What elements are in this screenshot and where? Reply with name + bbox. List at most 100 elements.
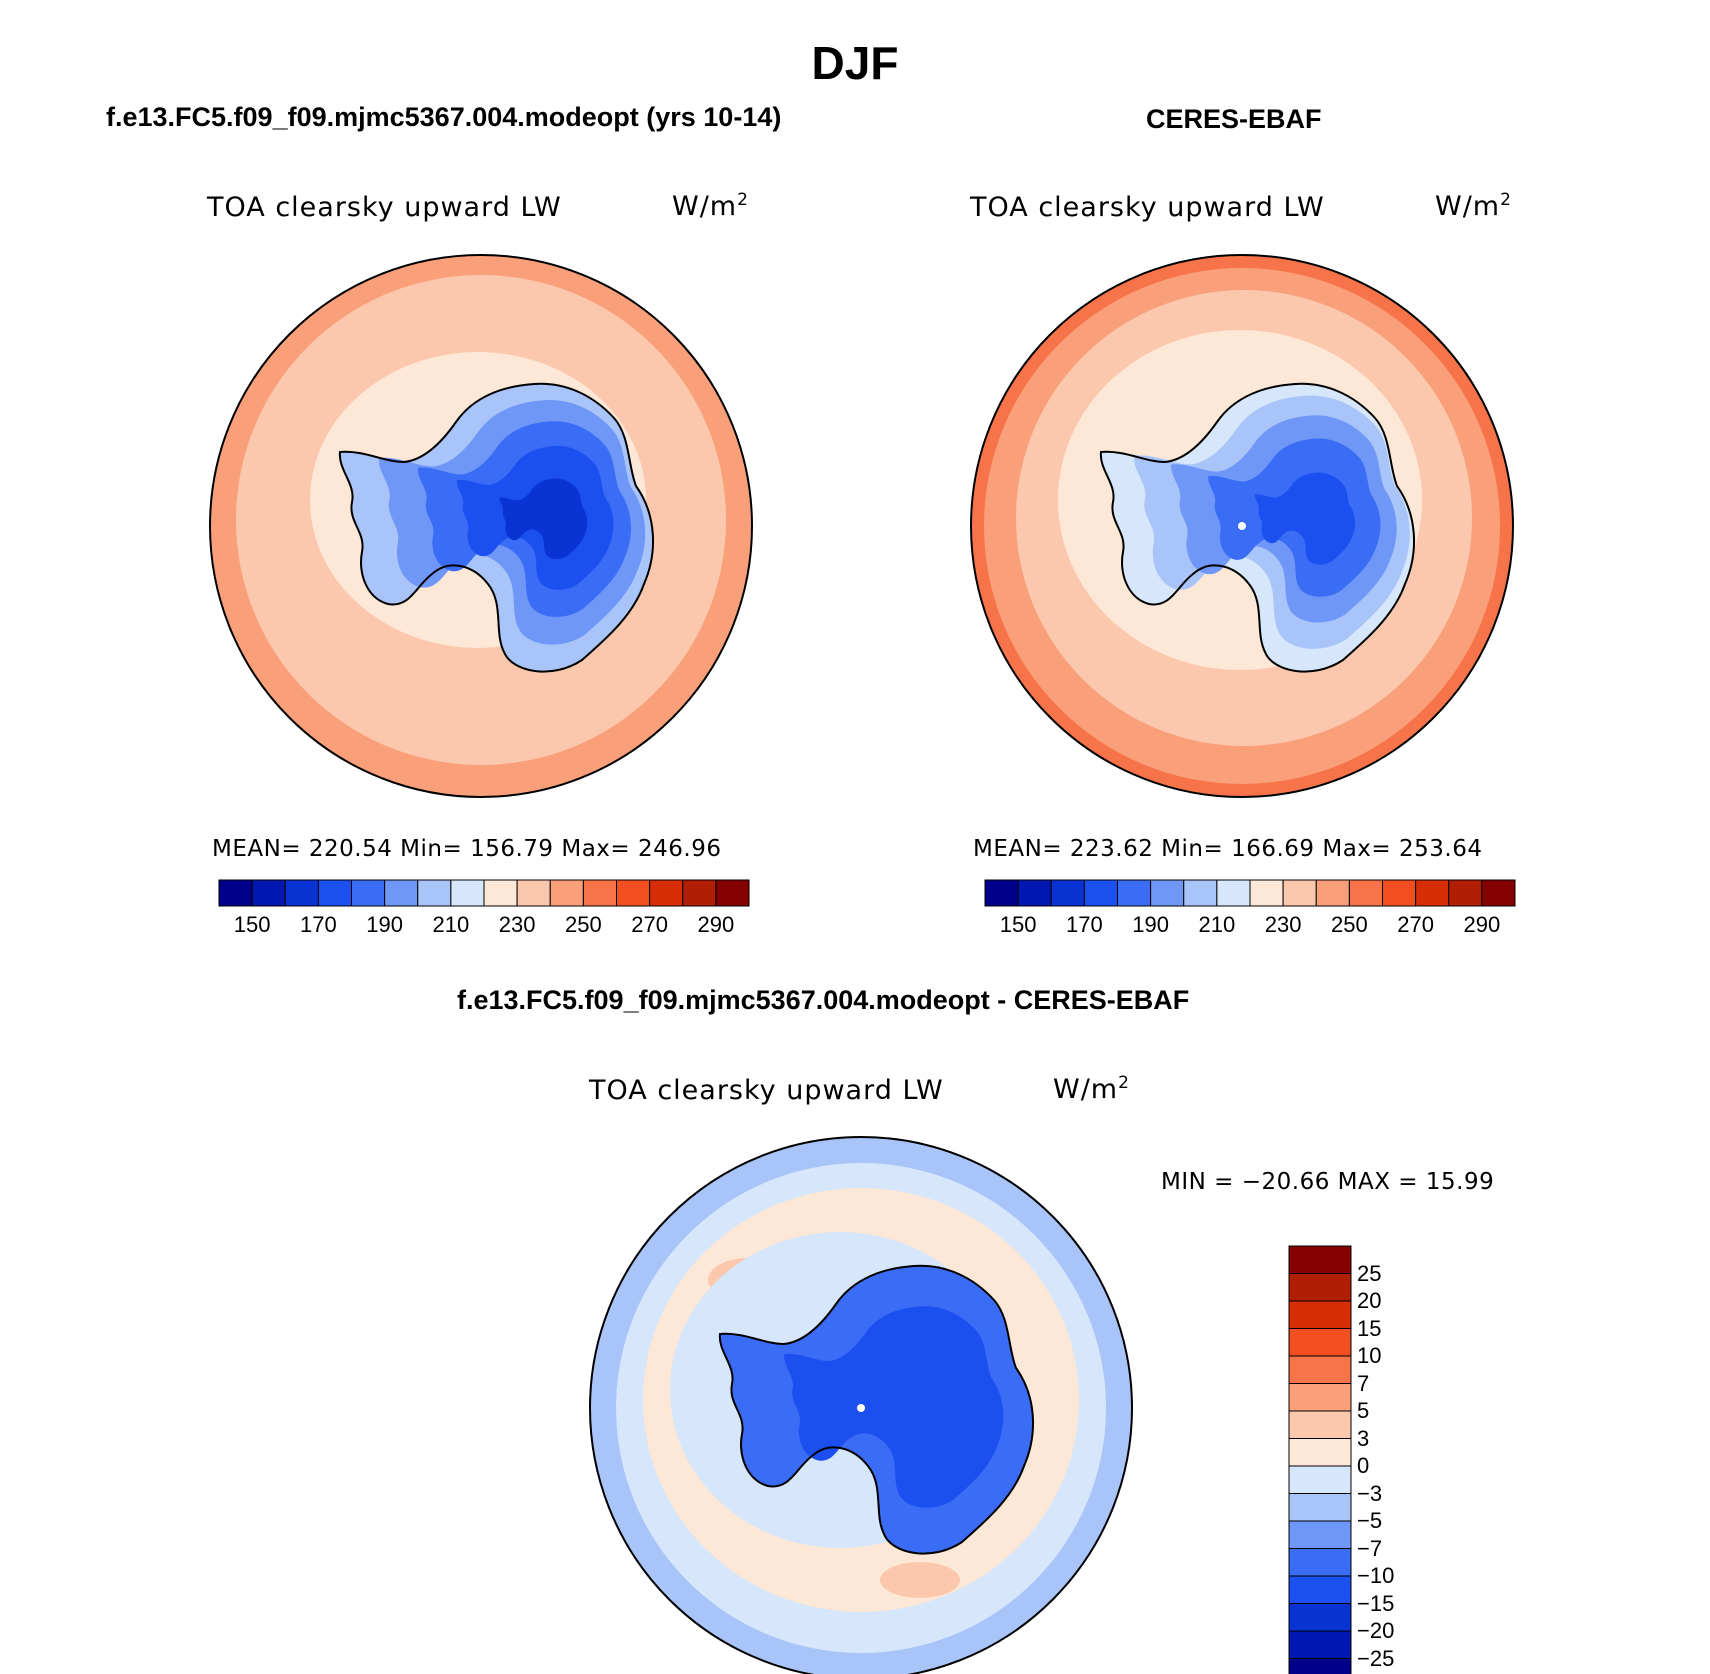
- obs-stats: MEAN= 223.62 Min= 166.69 Max= 253.64: [973, 836, 1483, 862]
- obs-colorbar: [984, 879, 1516, 907]
- diff-colorbar-tick-label: −7: [1357, 1535, 1383, 1561]
- obs-colorbar-tick-label: 190: [1132, 912, 1169, 937]
- diff-panel-title: f.e13.FC5.f09_f09.mjmc5367.004.modeopt -…: [457, 985, 1190, 1015]
- model-colorbar-tick-label: 270: [631, 912, 668, 937]
- model-colorbar-cell: [549, 879, 584, 907]
- obs-colorbar-tick-label: 250: [1331, 912, 1368, 937]
- diff-colorbar-cell: [1288, 1328, 1352, 1357]
- diff-colorbar-cell: [1288, 1575, 1352, 1604]
- obs-units-exp: 2: [1500, 190, 1512, 210]
- diff-colorbar-tick-label: −10: [1357, 1563, 1395, 1588]
- diff-colorbar-tick-label: 15: [1357, 1315, 1382, 1341]
- model-colorbar-cell: [582, 879, 617, 907]
- model-colorbar: [218, 879, 750, 907]
- obs-colorbar-cell: [1117, 879, 1152, 907]
- diff-colorbar-tick-label: −15: [1357, 1590, 1395, 1616]
- obs-colorbar-cell: [1448, 879, 1483, 907]
- model-map-border: [209, 254, 753, 798]
- obs-colorbar-cell: [1348, 879, 1383, 907]
- diff-colorbar-cell: [1288, 1603, 1352, 1632]
- model-colorbar-cell: [450, 879, 485, 907]
- obs-colorbar-cell: [1415, 879, 1450, 907]
- diff-colorbar-cell: [1288, 1493, 1352, 1522]
- obs-map: [971, 255, 1513, 797]
- model-units: W/m2: [672, 190, 749, 222]
- model-colorbar-cell: [251, 879, 286, 907]
- diff-colorbar-cell: [1288, 1658, 1352, 1674]
- diff-colorbar-tick-label: 0: [1357, 1453, 1370, 1478]
- model-colorbar-tick-label: 230: [498, 912, 536, 937]
- obs-colorbar-cell: [1050, 879, 1085, 907]
- diff-colorbar-cell: [1288, 1355, 1352, 1384]
- diff-units-exp: 2: [1118, 1073, 1130, 1093]
- figure-title: DJF: [811, 37, 899, 89]
- diff-colorbar: [1288, 1245, 1352, 1674]
- model-colorbar-cell: [218, 879, 253, 907]
- obs-colorbar-cell: [1083, 879, 1118, 907]
- diff-stats: MIN = −20.66 MAX = 15.99: [1161, 1169, 1495, 1195]
- model-colorbar-cell: [417, 879, 452, 907]
- diff-colorbar-tick-label: −5: [1357, 1508, 1383, 1533]
- model-variable-label: TOA clearsky upward LW: [207, 192, 562, 223]
- diff-colorbar-cell: [1288, 1410, 1352, 1439]
- diff-map-border: [589, 1136, 1133, 1674]
- diff-colorbar-tick-label: 3: [1357, 1425, 1370, 1451]
- obs-colorbar-cell: [1150, 879, 1185, 907]
- model-map: [210, 255, 752, 797]
- obs-colorbar-tick-label: 210: [1198, 912, 1236, 937]
- model-colorbar-cell: [483, 879, 518, 907]
- model-colorbar-tick-label: 170: [300, 912, 337, 937]
- diff-map: [590, 1137, 1132, 1674]
- obs-colorbar-cell: [1183, 879, 1218, 907]
- diff-units: W/m2: [1053, 1073, 1130, 1105]
- model-colorbar-tick-label: 250: [565, 912, 602, 937]
- obs-colorbar-tick-label: 170: [1066, 912, 1103, 937]
- diff-colorbar-cell: [1288, 1465, 1352, 1494]
- obs-variable-label: TOA clearsky upward LW: [970, 192, 1325, 223]
- model-colorbar-tick-label: 210: [432, 912, 470, 937]
- model-colorbar-cell: [715, 879, 750, 907]
- obs-colorbar-cell: [1382, 879, 1417, 907]
- model-panel-title: f.e13.FC5.f09_f09.mjmc5367.004.modeopt (…: [106, 102, 782, 132]
- model-colorbar-tick-label: 150: [233, 912, 271, 937]
- diff-units-base: W/m: [1053, 1074, 1119, 1105]
- model-colorbar-tick-label: 290: [697, 912, 735, 937]
- diff-colorbar-tick-label: −20: [1357, 1618, 1395, 1643]
- diff-colorbar-cell: [1288, 1245, 1352, 1274]
- model-colorbar-cell: [649, 879, 684, 907]
- diff-colorbar-cell: [1288, 1383, 1352, 1412]
- obs-colorbar-cell: [984, 879, 1019, 907]
- obs-colorbar-cell: [1282, 879, 1317, 907]
- obs-colorbar-tick-label: 270: [1397, 912, 1434, 937]
- diff-colorbar-tick-label: 7: [1357, 1370, 1370, 1396]
- diff-colorbar-cell: [1288, 1520, 1352, 1549]
- model-colorbar-cell: [317, 879, 352, 907]
- diff-colorbar-cell: [1288, 1273, 1352, 1302]
- obs-colorbar-cell: [1481, 879, 1516, 907]
- model-colorbar-cell: [351, 879, 386, 907]
- diff-colorbar-cell: [1288, 1438, 1352, 1467]
- obs-units-base: W/m: [1435, 191, 1501, 222]
- obs-units: W/m2: [1435, 190, 1512, 222]
- obs-panel-title: CERES-EBAF: [1146, 104, 1322, 134]
- diff-colorbar-cell: [1288, 1300, 1352, 1329]
- diff-colorbar-tick-label: 25: [1357, 1260, 1382, 1286]
- diff-colorbar-tick-label: −3: [1357, 1480, 1383, 1506]
- diff-colorbar-cell: [1288, 1630, 1352, 1659]
- obs-colorbar-cell: [1315, 879, 1350, 907]
- obs-colorbar-tick-label: 290: [1463, 912, 1501, 937]
- obs-colorbar-tick-label: 230: [1264, 912, 1302, 937]
- model-colorbar-cell: [616, 879, 651, 907]
- diff-colorbar-tick-label: −25: [1357, 1645, 1395, 1671]
- diff-colorbar-tick-label: 20: [1357, 1288, 1382, 1313]
- model-colorbar-cell: [284, 879, 319, 907]
- obs-map-border: [970, 254, 1514, 798]
- model-colorbar-cell: [682, 879, 717, 907]
- diff-colorbar-cell: [1288, 1548, 1352, 1577]
- obs-colorbar-tick-label: 150: [999, 912, 1037, 937]
- model-colorbar-cell: [516, 879, 551, 907]
- diff-variable-label: TOA clearsky upward LW: [589, 1075, 944, 1106]
- model-stats: MEAN= 220.54 Min= 156.79 Max= 246.96: [212, 836, 722, 862]
- model-colorbar-tick-label: 190: [366, 912, 403, 937]
